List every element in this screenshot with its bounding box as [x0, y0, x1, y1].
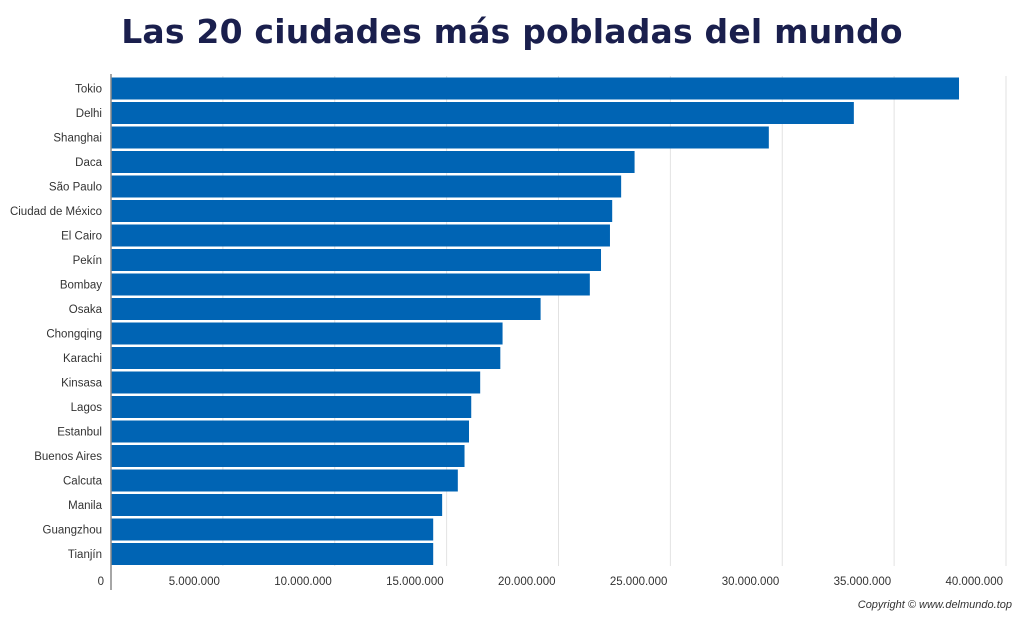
category-label-11: Karachi	[63, 353, 102, 365]
bar-0	[111, 77, 960, 100]
x-tick-label-1: 5.000.000	[169, 576, 220, 588]
bar-11	[111, 347, 501, 369]
x-tick-label-8: 40.000.000	[945, 576, 1003, 588]
bar-7	[111, 249, 602, 271]
category-label-14: Estanbul	[57, 427, 102, 439]
x-tick-label-0: 0	[98, 576, 104, 588]
bar-1	[111, 102, 854, 124]
bar-16	[111, 469, 458, 492]
category-label-12: Kinsasa	[61, 378, 103, 390]
bar-12	[111, 371, 481, 394]
category-label-10: Chongqing	[46, 329, 102, 341]
category-label-7: Pekín	[73, 255, 102, 267]
category-label-19: Tianjín	[68, 549, 102, 561]
bar-9	[111, 298, 541, 320]
x-tick-label-4: 20.000.000	[498, 576, 556, 588]
category-label-9: Osaka	[69, 304, 103, 316]
bar-13	[111, 396, 472, 418]
category-label-18: Guangzhou	[43, 525, 102, 537]
category-label-13: Lagos	[71, 402, 103, 414]
category-label-5: Ciudad de México	[10, 206, 102, 218]
bar-10	[111, 322, 503, 345]
bar-17	[111, 494, 443, 516]
bar-14	[111, 420, 469, 443]
category-label-1: Delhi	[76, 108, 102, 120]
category-label-2: Shanghai	[53, 133, 102, 145]
category-label-0: Tokio	[75, 84, 102, 96]
bar-5	[111, 200, 613, 222]
x-tick-label-3: 15.000.000	[386, 576, 444, 588]
copyright-text: Copyright © www.delmundo.top	[857, 599, 1012, 611]
category-label-8: Bombay	[60, 280, 102, 292]
category-label-6: El Cairo	[61, 231, 102, 243]
x-tick-label-6: 30.000.000	[722, 576, 780, 588]
category-label-16: Calcuta	[63, 476, 103, 488]
category-label-3: Daca	[75, 157, 102, 169]
category-label-17: Manila	[68, 500, 102, 512]
bar-3	[111, 151, 635, 173]
x-tick-label-7: 35.000.000	[834, 576, 892, 588]
category-label-15: Buenos Aires	[34, 451, 102, 463]
bar-18	[111, 518, 434, 541]
bar-8	[111, 273, 590, 296]
chart-title: Las 20 ciudades más pobladas del mundo	[121, 12, 903, 51]
bar-15	[111, 445, 465, 467]
bar-2	[111, 126, 769, 149]
bar-4	[111, 175, 622, 198]
x-tick-label-2: 10.000.000	[274, 576, 332, 588]
bar-6	[111, 224, 610, 247]
x-tick-label-5: 25.000.000	[610, 576, 668, 588]
bar-19	[111, 543, 434, 565]
category-label-4: São Paulo	[49, 182, 102, 194]
